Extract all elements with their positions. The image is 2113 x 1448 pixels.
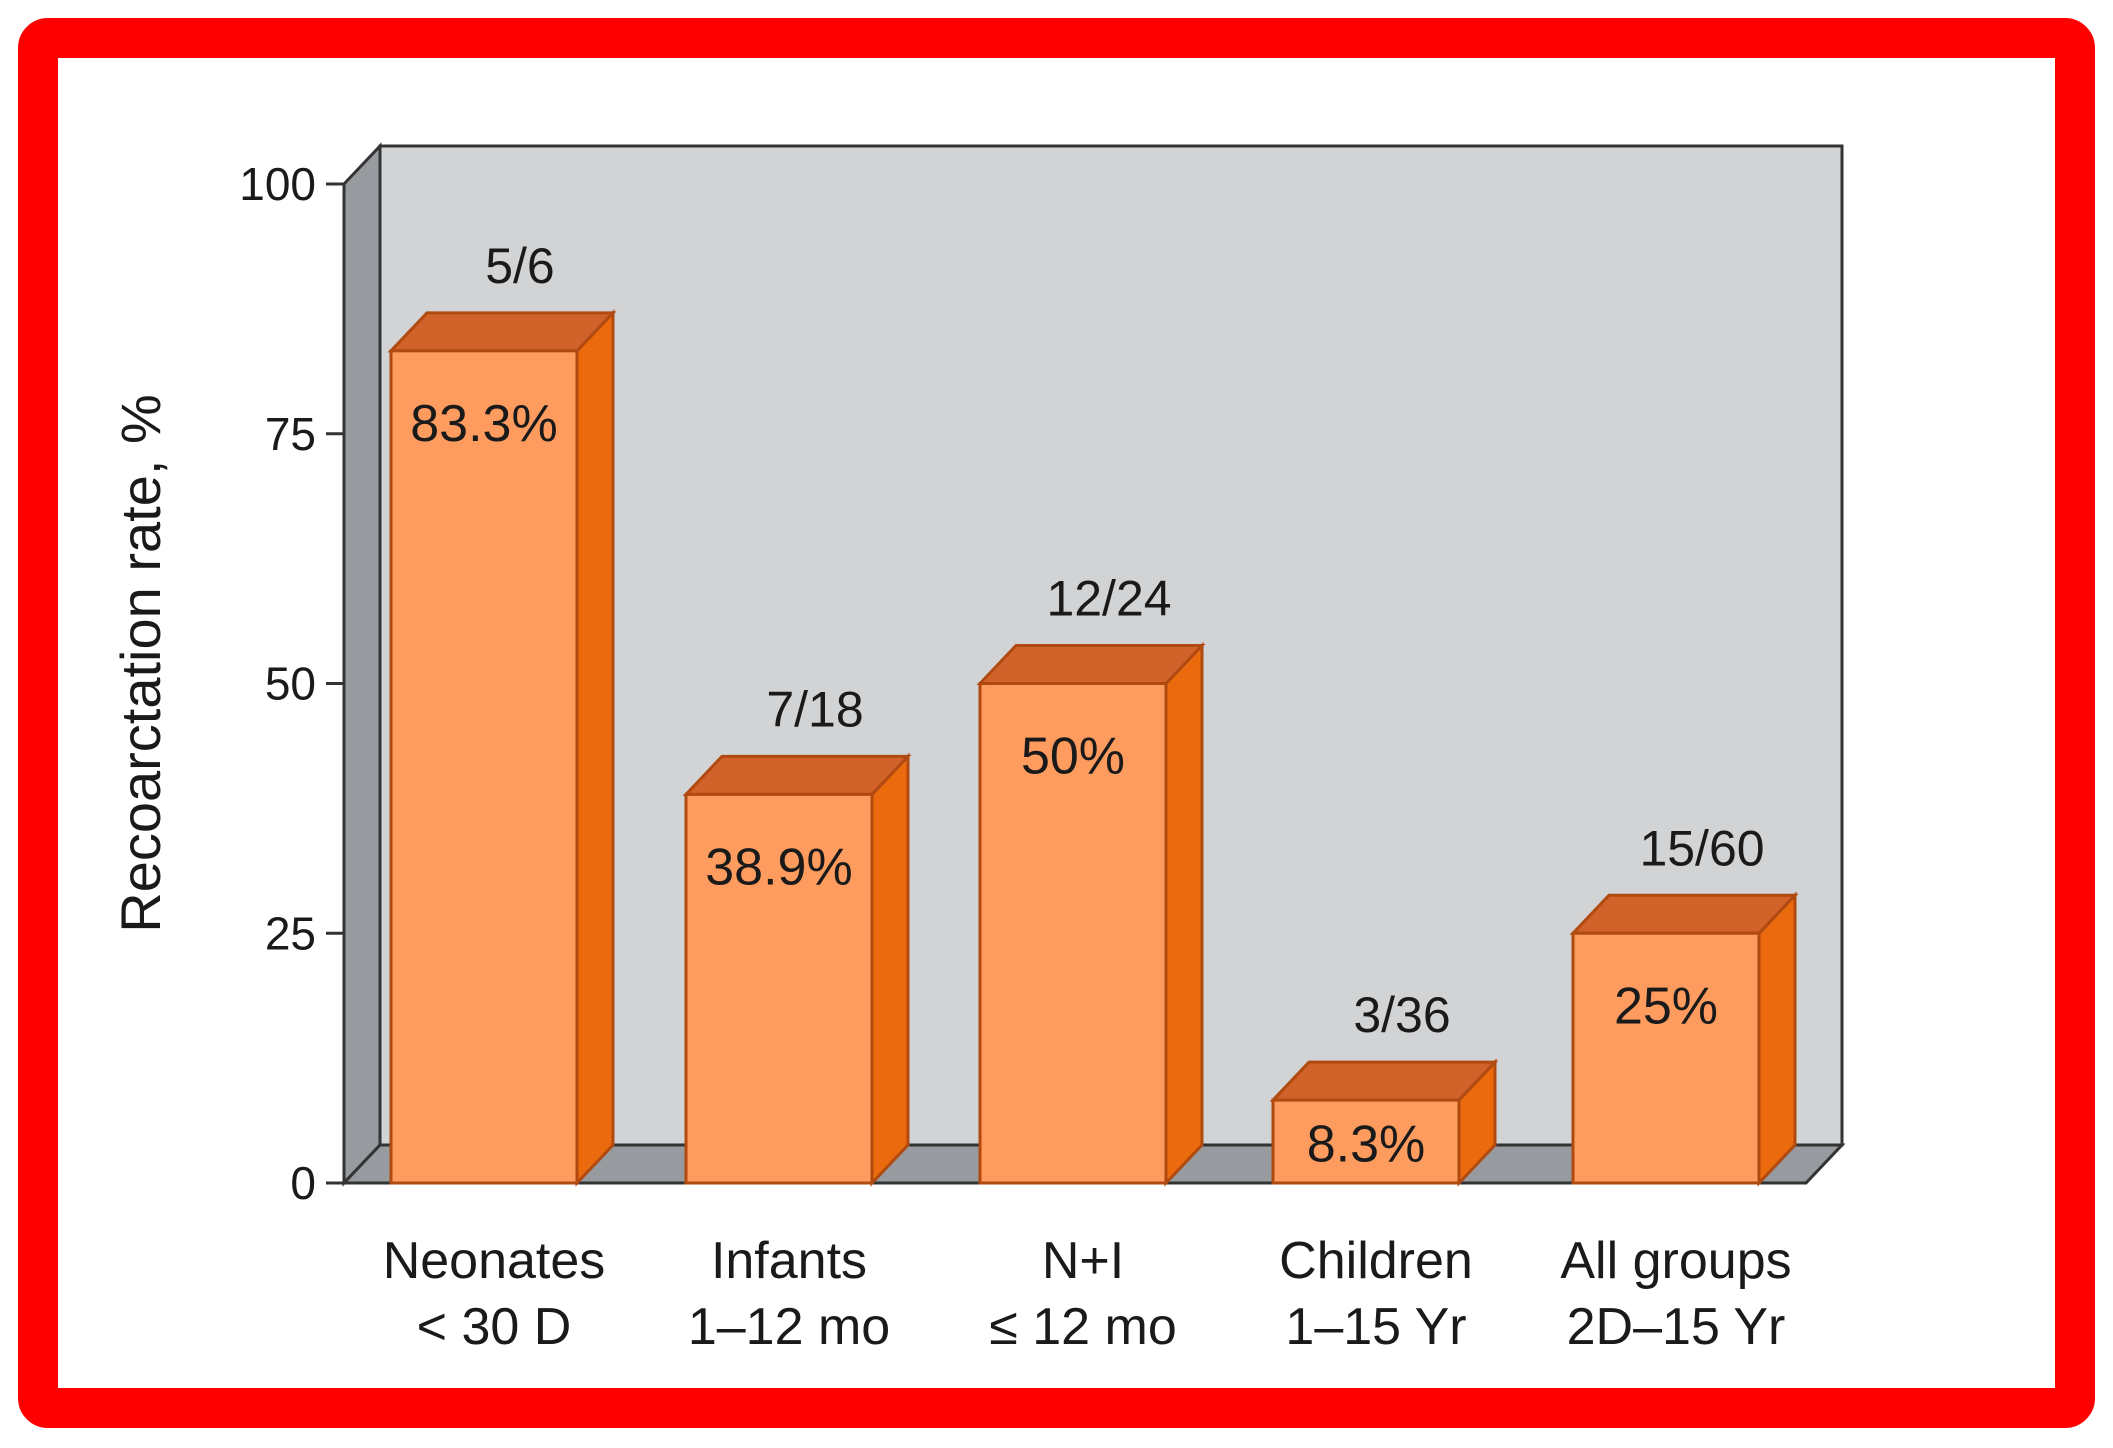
bar-fraction-label: 15/60 xyxy=(1639,820,1764,876)
bar-side xyxy=(1757,891,1797,1187)
x-tick-label: Neonates xyxy=(383,1232,606,1290)
bar xyxy=(684,792,874,1185)
bar-top xyxy=(976,644,1206,685)
bar-group: 8.3% 3/36 Children 1–15 Yr xyxy=(1269,987,1499,1356)
bar-value-label: 83.3% xyxy=(410,395,557,453)
x-tick-label: 2D–15 Yr xyxy=(1567,1298,1786,1356)
chart-marks: 83.3% 5/6 Neonates < 30 D 38.9% 7/18 Infants 1–… xyxy=(383,238,1799,1356)
bar-top xyxy=(387,311,617,353)
bar-value-label: 8.3% xyxy=(1307,1116,1426,1174)
bar-top xyxy=(1269,1060,1499,1102)
x-tick-label: 1–15 Yr xyxy=(1285,1298,1466,1356)
bar-top xyxy=(1569,893,1799,935)
bar-fraction-label: 12/24 xyxy=(1046,571,1171,627)
y-tick-label: 25 xyxy=(265,907,316,959)
plot-side-wall xyxy=(342,142,382,1187)
bar-fraction-label: 7/18 xyxy=(766,681,863,737)
x-tick-label: 1–12 mo xyxy=(688,1298,890,1356)
y-tick-label: 75 xyxy=(265,408,316,460)
bar-side xyxy=(1164,641,1204,1187)
x-tick-label: Infants xyxy=(711,1232,867,1290)
y-tick-label: 100 xyxy=(239,158,316,210)
y-axis-label: Recoarctation rate, % xyxy=(109,394,172,932)
x-tick-label: Children xyxy=(1279,1232,1473,1290)
y-tick-label: 0 xyxy=(290,1157,316,1209)
bar-group: 50% 12/24 N+I ≤ 12 mo xyxy=(976,571,1206,1356)
bar xyxy=(1571,931,1761,1185)
bar-fraction-label: 3/36 xyxy=(1353,987,1450,1043)
bar-group: 25% 15/60 All groups 2D–15 Yr xyxy=(1560,820,1799,1356)
bar-fraction-label: 5/6 xyxy=(485,238,555,294)
y-tick-label: 50 xyxy=(265,658,316,710)
bar-group: 83.3% 5/6 Neonates < 30 D xyxy=(383,238,617,1356)
bar-side xyxy=(870,752,910,1187)
bar xyxy=(1271,1098,1461,1185)
bar-side xyxy=(575,309,615,1187)
bar xyxy=(978,682,1168,1185)
bar-group: 38.9% 7/18 Infants 1–12 mo xyxy=(682,681,912,1356)
x-tick-label: < 30 D xyxy=(417,1298,572,1356)
x-tick-label: N+I xyxy=(1042,1232,1124,1290)
bar-value-label: 50% xyxy=(1021,728,1125,786)
bar-top xyxy=(682,754,912,796)
bar-value-label: 38.9% xyxy=(705,838,852,896)
x-tick-label: All groups xyxy=(1560,1232,1791,1290)
bar xyxy=(389,349,579,1185)
x-tick-label: ≤ 12 mo xyxy=(989,1298,1177,1356)
bar-value-label: 25% xyxy=(1614,977,1718,1035)
